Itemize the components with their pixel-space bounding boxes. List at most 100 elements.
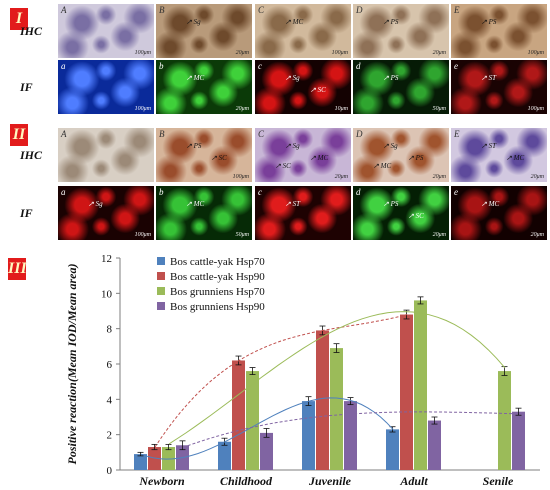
bar	[512, 411, 525, 470]
y-tick-label: 6	[107, 359, 113, 371]
y-tick-label: 10	[101, 288, 113, 300]
bar	[330, 348, 343, 470]
cell-annotation-st: ↗ ST	[481, 74, 497, 82]
scale-bar-label: 100μm	[232, 174, 249, 180]
micrograph-ii-ihc-B: B 100μm ↗ PS ↗ SC	[156, 128, 252, 182]
scale-bar-label: 20μm	[432, 174, 446, 180]
bar	[302, 401, 315, 470]
cell-annotation-mc: ↗ MC	[506, 154, 525, 162]
y-tick-label: 4	[107, 394, 113, 406]
row-label-if: IF	[20, 80, 33, 94]
micrograph-i-ihc-D: D 20μm ↗ PS	[353, 4, 449, 58]
panel-badge-III: III	[8, 258, 27, 280]
micrograph-letter: b	[159, 61, 164, 71]
cell-annotation-sg: ↗ Sg	[88, 200, 103, 208]
legend-label: Bos cattle-yak Hsp70	[170, 256, 265, 268]
micrograph-letter: C	[258, 5, 265, 15]
cell-annotation-ps: ↗ PS	[383, 74, 399, 82]
scale-bar-label: 20μm	[235, 106, 249, 112]
hsp-bar-chart: 0 2 4 6 8 10 12 Positive reaction(Mean IOD/Mean…	[65, 253, 540, 488]
bar	[232, 360, 245, 470]
bar	[260, 432, 273, 470]
scale-bar-label: 20μm	[235, 50, 249, 56]
micrograph-letter: c	[258, 61, 262, 71]
micrograph-ii-ihc-D: D 20μm ↗ Sg ↗ PS ↗ MC	[353, 128, 449, 182]
micrograph-letter: A	[61, 5, 67, 15]
micrograph-i-ihc-B: B 20μm ↗ Sg	[156, 4, 252, 58]
cell-annotation-st: ↗ ST	[285, 200, 301, 208]
cell-annotation-sc: ↗ SC	[408, 212, 424, 220]
trendline	[168, 311, 506, 445]
y-tick-label: 2	[107, 430, 113, 442]
cell-annotation-mc: ↗ MC	[373, 162, 392, 170]
micrograph-letter: c	[258, 187, 262, 197]
bar	[498, 371, 511, 470]
scale-bar-label: 10μm	[334, 106, 348, 112]
legend-swatch	[157, 257, 165, 265]
cell-annotation-sg: ↗ Sg	[285, 74, 300, 82]
x-category-label: Juvenile	[308, 474, 352, 488]
trendline	[140, 397, 394, 460]
micrograph-panels: I IHC A 100μm B 20μm ↗ Sg C 100μm ↗ MC D 20μm ↗ PS E 1…	[10, 4, 547, 240]
cell-annotation-ps: ↗ PS	[186, 142, 202, 150]
cell-annotation-mc: ↗ MC	[310, 154, 329, 162]
micrograph-i-if-a: a 100μm	[58, 60, 154, 114]
micrograph-letter: e	[454, 61, 458, 71]
bar	[316, 330, 329, 470]
panel-badge-II: II	[10, 124, 28, 146]
x-category-label: Senile	[483, 474, 514, 488]
y-axis-title: Positive reaction(Mean IOD/Mean area)	[65, 264, 79, 465]
micrograph-i-ihc-A: A 100μm	[58, 4, 154, 58]
micrograph-i-if-d: d 50μm ↗ PS	[353, 60, 449, 114]
x-category-label: Childhood	[220, 474, 273, 488]
legend-label: Bos grunniens Hsp90	[170, 301, 265, 313]
cell-annotation-sg: ↗ Sg	[186, 18, 201, 26]
bar	[400, 314, 413, 470]
micrograph-letter: d	[356, 61, 361, 71]
legend-swatch	[157, 272, 165, 280]
micrograph-ii-ihc-E: E 20μm ↗ ST ↗ MC	[451, 128, 547, 182]
cell-annotation-sc: ↗ SC	[310, 86, 326, 94]
legend-label: Bos cattle-yak Hsp90	[170, 271, 265, 283]
cell-annotation-sg: ↗ Sg	[285, 142, 300, 150]
scale-bar-label: 100μm	[527, 50, 544, 56]
cell-annotation-mc: ↗ MC	[481, 200, 500, 208]
row-label-if: IF	[20, 206, 33, 220]
y-tick-label: 12	[101, 253, 112, 265]
bar	[344, 401, 357, 470]
micrograph-letter: E	[454, 129, 460, 139]
micrograph-ii-if-a: a 100μm ↗ Sg	[58, 186, 154, 240]
micrograph-ii-if-d: d 20μm ↗ PS ↗ SC	[353, 186, 449, 240]
micrograph-ii-if-c: c ↗ ST	[255, 186, 351, 240]
bar	[162, 447, 175, 470]
micrograph-ii-if-b: b 50μm ↗ MC	[156, 186, 252, 240]
scale-bar-label: 50μm	[235, 232, 249, 238]
y-tick-label: 0	[107, 465, 113, 477]
x-category-label: Newborn	[138, 474, 185, 488]
micrograph-ii-ihc-C: C 20μm ↗ Sg ↗ MC ↗ SC	[255, 128, 351, 182]
micrograph-i-if-c: c 10μm ↗ Sg ↗ SC	[255, 60, 351, 114]
scale-bar-label: 50μm	[432, 106, 446, 112]
cell-annotation-ps: ↗ PS	[408, 154, 424, 162]
bar	[246, 371, 259, 470]
scale-bar-label: 20μm	[432, 232, 446, 238]
micrograph-ii-if-e: e 20μm ↗ MC	[451, 186, 547, 240]
scale-bar-label: 100μm	[134, 106, 151, 112]
bar	[386, 429, 399, 470]
micrograph-letter: D	[356, 129, 363, 139]
scale-bar-label: 100μm	[134, 232, 151, 238]
legend-swatch	[157, 302, 165, 310]
micrograph-letter: D	[356, 5, 363, 15]
micrograph-i-if-b: b 20μm ↗ MC	[156, 60, 252, 114]
trendline	[182, 411, 520, 448]
legend-swatch	[157, 287, 165, 295]
micrograph-letter: a	[61, 61, 66, 71]
micrograph-letter: d	[356, 187, 361, 197]
row-label-ihc: IHC	[20, 148, 43, 162]
bar	[414, 300, 427, 470]
cell-annotation-ps: ↗ PS	[383, 200, 399, 208]
legend-label: Bos grunniens Hsp70	[170, 286, 265, 298]
micrograph-letter: e	[454, 187, 458, 197]
y-tick-label: 8	[107, 324, 113, 336]
cell-annotation-st: ↗ ST	[481, 142, 497, 150]
